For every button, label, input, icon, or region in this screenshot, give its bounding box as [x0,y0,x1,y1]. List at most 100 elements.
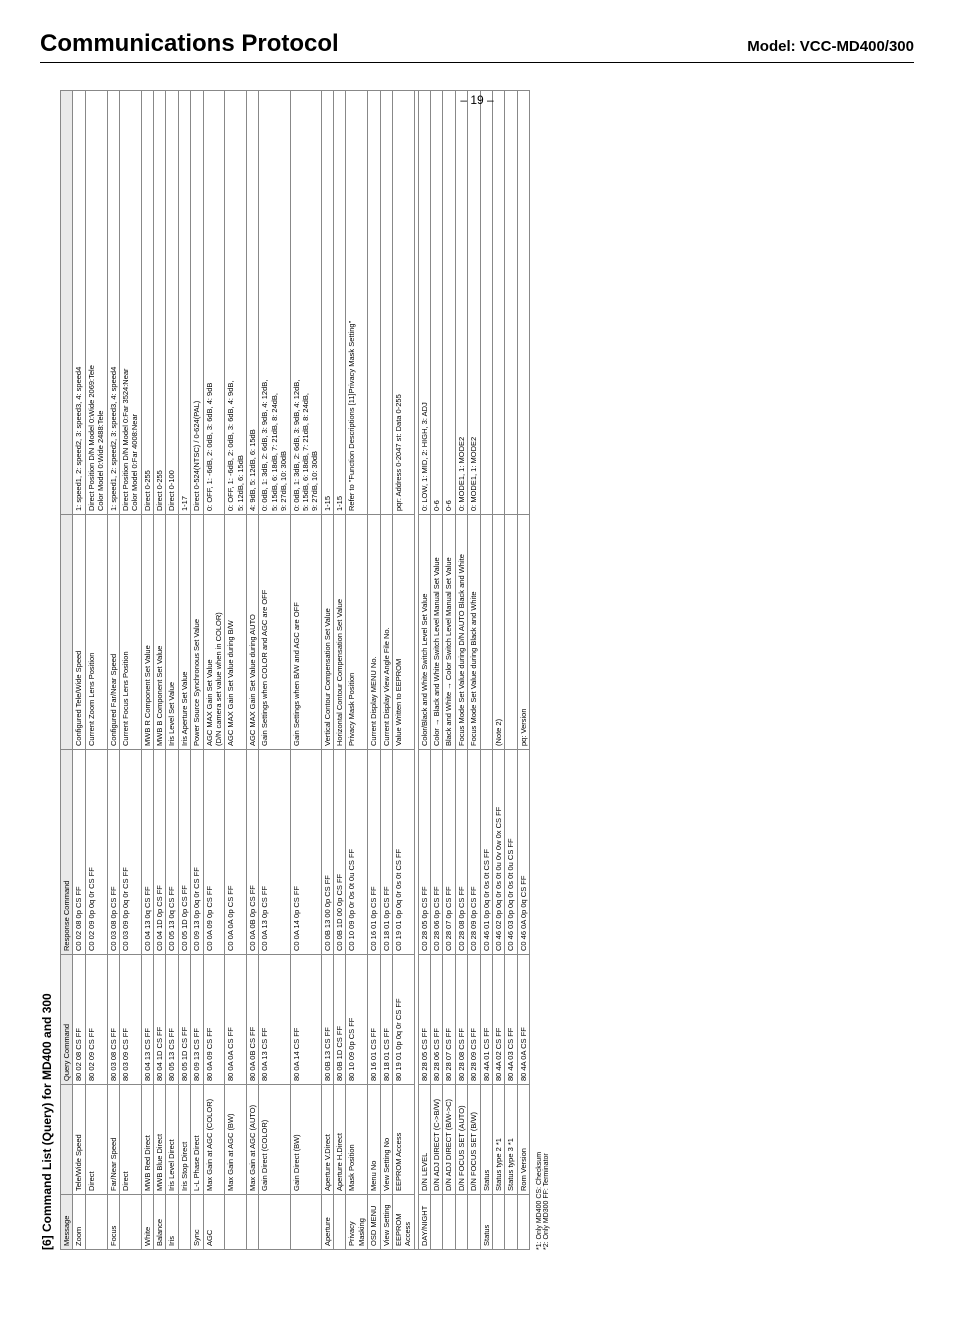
cell-d2: Direct 0-255 [141,91,153,515]
cell-msg [85,1195,107,1250]
cell-resp: C0 28 06 0p CS FF [431,750,443,955]
cell-query: 80 09 13 CS FF [191,955,203,1085]
cell-d2: Direct 0-524(NTSC) / 0-624(PAL) [191,91,203,515]
table-row: Status type 3 *180 4A 03 CS FFC0 46 03 0… [505,91,517,1250]
cell-name: Rom Version [517,1085,529,1195]
cell-name: Direct [85,1085,107,1195]
cell-resp: C0 0A 09 0p CS FF [203,750,225,955]
cell-name: L-L Phase Direct [191,1085,203,1195]
table-row: WhiteMWB Red Direct80 04 13 CS FFC0 04 1… [141,91,153,1250]
header-title: Communications Protocol [40,30,339,58]
cell-msg [259,1195,290,1250]
table-row: Aperture H.Direct80 0B 1D CS FFC0 0B 1D … [334,91,346,1250]
cell-d2: 4: 9dB, 5: 12dB, 6: 15dB [247,91,259,515]
cell-name: Status type 2 *1 [492,1085,504,1195]
section-title: [6] Command List (Query) for MD400 and 3… [40,90,54,1250]
cell-name: D/N FOCUS SET (B/W) [468,1085,480,1195]
cell-d1: Iris Level Set Value [166,515,178,750]
cell-msg [505,1195,517,1250]
cell-msg: Privacy Masking [346,1195,368,1250]
cell-d2: Direct Position D/N Model 0:Far 3524:Nea… [119,91,141,515]
cell-d1: pq: Version [517,515,529,750]
cell-query: 80 0A 09 CS FF [203,955,225,1085]
cell-msg: DAY/NIGHT [418,1195,430,1250]
cell-resp: C0 0A 0A 0p CS FF [225,750,247,955]
cell-d1: Gain Settings when COLOR and AGC are OFF [259,515,290,750]
table-row: D/N FOCUS SET (B/W)80 28 09 CS FFC0 28 0… [468,91,480,1250]
cell-msg [334,1195,346,1250]
cell-query: 80 0A 0B CS FF [247,955,259,1085]
footnote-line: *1: Only MD400 CS: Checksum [536,90,543,1250]
cell-resp: C0 28 07 0p CS FF [443,750,455,955]
cell-d2 [492,91,504,515]
cell-name: Gain Direct (BW) [290,1085,321,1195]
cell-query: 80 28 07 CS FF [443,955,455,1085]
cell-name: MWB Blue Direct [154,1085,166,1195]
table-row: AGCMax Gain at AGC (COLOR)80 0A 09 CS FF… [203,91,225,1250]
table-row: Gain Direct (COLOR)80 0A 13 CS FFC0 0A 1… [259,91,290,1250]
cell-d2: Direct Position D/N Model 0:Wide 2069:Te… [85,91,107,515]
table-body: ZoomTele/Wide Speed80 02 08 CS FFC0 02 0… [73,91,530,1250]
cell-name: Aperture H.Direct [334,1085,346,1195]
cell-d1: Focus Mode Set Value during Black and Wh… [468,515,480,750]
cell-d1: AGC MAX Gain Set Value(D/N camera set va… [203,515,225,750]
cell-d2 [517,91,529,515]
cell-d1: MWB B Component Set Value [154,515,166,750]
cell-d1: Current Display View Angle File No. [380,515,392,750]
cell-resp: C0 18 01 0p CS FF [380,750,392,955]
cell-d2: 0: OFF, 1: -6dB, 2: 0dB, 3: 6dB, 4: 9dB,… [225,91,247,515]
cell-name: Aperture V.Direct [321,1085,333,1195]
cell-query: 80 4A 01 CS FF [480,955,492,1085]
cell-d1: Current Display MENU No. [368,515,380,750]
cell-msg: Status [480,1195,492,1250]
cell-d1: Privacy Mask Position [346,515,368,750]
cell-d1: Current Focus Lens Position [119,515,141,750]
cell-d2: 0-6 [431,91,443,515]
table-row: Max Gain at AGC (AUTO)80 0A 0B CS FFC0 0… [247,91,259,1250]
cell-name: Menu No [368,1085,380,1195]
table-row: SyncL-L Phase Direct80 09 13 CS FFC0 09 … [191,91,203,1250]
cell-d2: Direct 0-100 [166,91,178,515]
cell-resp: C0 04 1D 0p CS FF [154,750,166,955]
cell-d2 [368,91,380,515]
cell-resp: C0 19 01 0p 0q 0r 0s 0t CS FF [392,750,414,955]
table-row: Iris Stop Direct80 05 1D CS FFC0 05 1D 0… [178,91,190,1250]
table-row: D/N ADJ DIRECT (B/W->C)80 28 07 CS FFC0 … [443,91,455,1250]
cell-name: Direct [119,1085,141,1195]
cell-msg [492,1195,504,1250]
cell-name: Status [480,1085,492,1195]
table-row: DAY/NIGHTD/N LEVEL80 28 05 CS FFC0 28 05… [418,91,430,1250]
cell-query: 80 0A 14 CS FF [290,955,321,1085]
cell-d2 [505,91,517,515]
cell-query: 80 02 08 CS FF [73,955,85,1085]
cell-resp: C0 0B 1D 00 0p CS FF [334,750,346,955]
cell-resp: C0 02 08 0p CS FF [73,750,85,955]
cell-msg [431,1195,443,1250]
table-row: ApertureAperture V.Direct80 0B 13 CS FFC… [321,91,333,1250]
cell-name: Status type 3 *1 [505,1085,517,1195]
cell-d1: Black and White → Color Switch Level Man… [443,515,455,750]
table-row: Gain Direct (BW)80 0A 14 CS FFC0 0A 14 0… [290,91,321,1250]
cell-d2: 0: MODE1, 1: MODE2 [455,91,467,515]
cell-name: Max Gain at AGC (COLOR) [203,1085,225,1195]
table-row: Rom Version80 4A 0A CS FFC0 46 0A 0p 0q … [517,91,529,1250]
cell-query: 80 0B 13 CS FF [321,955,333,1085]
cell-d1: Gain Settings when B/W and AGC are OFF [290,515,321,750]
page: Communications Protocol Model: VCC-MD400… [0,0,954,125]
cell-name: MWB Red Direct [141,1085,153,1195]
cell-d2: 0: 0dB, 1: 3dB, 2: 6dB, 3: 9dB, 4: 12dB,… [290,91,321,515]
cell-resp: C0 28 05 0p CS FF [418,750,430,955]
cell-d2: 1-17 [178,91,190,515]
cell-msg [517,1195,529,1250]
cell-query: 80 4A 03 CS FF [505,955,517,1085]
cell-d1: AGC MAX Gain Set Value during AUTO [247,515,259,750]
cell-d1: Color → Black and White Switch Level Man… [431,515,443,750]
cell-msg: Iris [166,1195,178,1250]
cell-d2: 1: speed1, 2: speed2, 3: speed3, 4: spee… [73,91,85,515]
cell-msg: OSD MENU [368,1195,380,1250]
cell-query: 80 28 05 CS FF [418,955,430,1085]
cell-query: 80 4A 02 CS FF [492,955,504,1085]
cell-msg [119,1195,141,1250]
cell-query: 80 28 08 CS FF [455,955,467,1085]
table-row: BalanceMWB Blue Direct80 04 1D CS FFC0 0… [154,91,166,1250]
